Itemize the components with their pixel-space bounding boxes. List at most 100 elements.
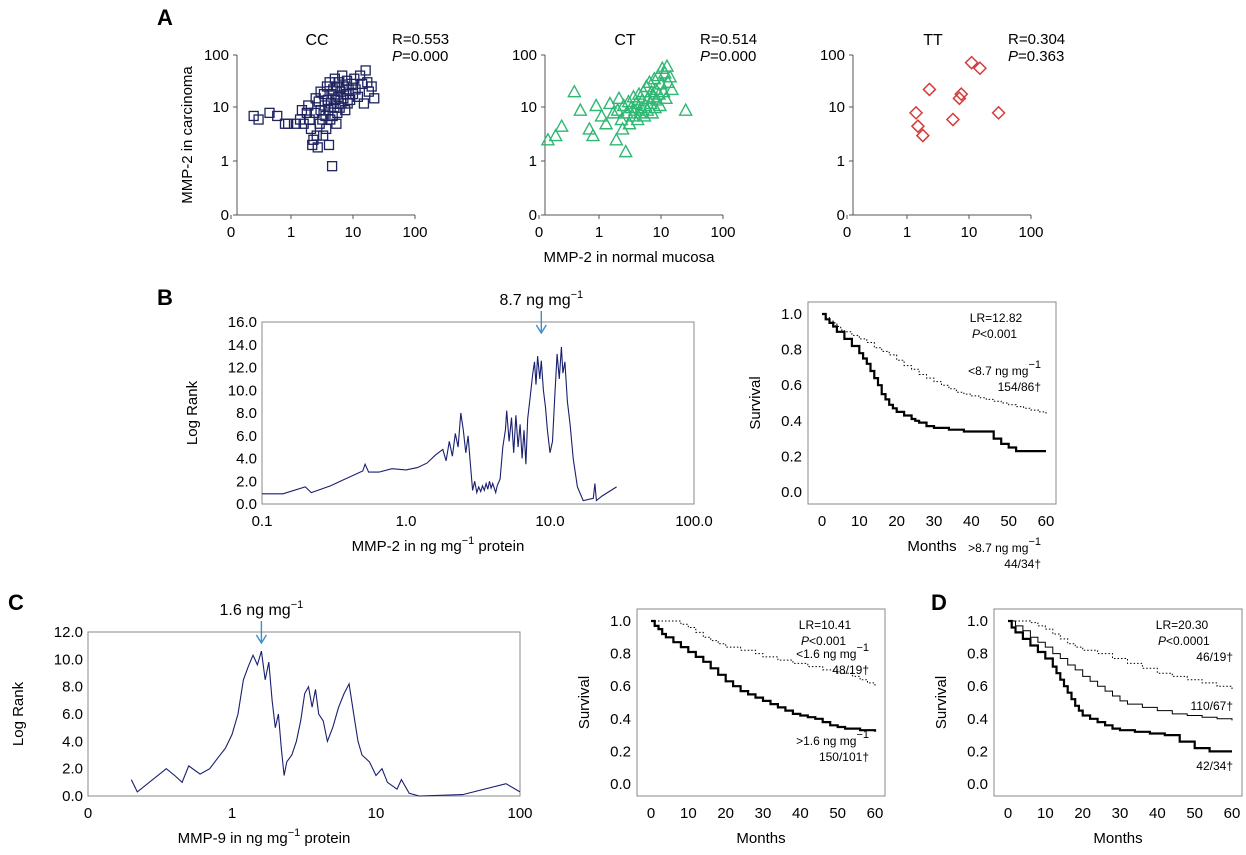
data-point: [326, 161, 338, 172]
y-tick-label: 1.0: [781, 306, 802, 323]
data-point: [303, 100, 314, 111]
y-axis-title: Survival: [933, 676, 950, 729]
scatter-title: CC: [305, 32, 328, 49]
data-point: [582, 121, 597, 135]
series-count: 46/19†: [1196, 650, 1233, 664]
x-tick-label: 100: [710, 224, 735, 241]
annotation-arrow-head: [255, 634, 267, 645]
data-point: [616, 98, 631, 112]
y-tick-label: 0.0: [62, 788, 83, 805]
y-tick-label: 100: [204, 47, 229, 64]
data-point: [609, 132, 624, 146]
data-point: [360, 65, 371, 76]
data-point: [910, 119, 925, 134]
y-tick-label: 2.0: [236, 473, 257, 490]
data-point: [321, 123, 332, 135]
data-point: [594, 108, 609, 122]
panel-letter-c: C: [8, 590, 24, 615]
data-point: [272, 110, 283, 122]
data-point: [644, 84, 659, 98]
data-point: [908, 105, 924, 120]
data-point: [630, 112, 645, 126]
y-tick-label: 14.0: [228, 337, 257, 354]
x-tick-label: 10: [1037, 805, 1054, 822]
y-tick-label: 10.0: [54, 651, 83, 668]
annotation-label: 8.7 ng mg−1: [499, 289, 583, 309]
y-tick-label: 0.8: [967, 646, 988, 663]
series-count: 150/101†: [819, 750, 869, 764]
y-axis-title: Log Rank: [10, 681, 27, 746]
stat-lr: LR=12.82: [970, 311, 1023, 325]
stat-lr: LR=10.41: [799, 618, 852, 632]
series-label: <8.7 ng mg−1: [968, 359, 1041, 378]
y-tick-label: 10: [828, 99, 845, 116]
y-tick-label: 12.0: [228, 360, 257, 377]
x-tick-label: 10.0: [535, 513, 564, 530]
annotation-arrow-head: [535, 324, 547, 335]
x-tick-label: 20: [888, 513, 905, 530]
series-label: <1.6 ng mg−1: [796, 642, 869, 661]
panel-letter-d: D: [931, 590, 947, 615]
x-axis-title: MMP-2 in ng mg−1 protein: [352, 535, 525, 555]
y-tick-label: 0.6: [781, 377, 802, 394]
data-point: [658, 90, 674, 105]
x-tick-label: 100: [1018, 224, 1043, 241]
series-count: 42/34†: [1196, 759, 1233, 773]
x-tick-label: 1: [903, 224, 911, 241]
stat-r: R=0.304: [1008, 31, 1065, 48]
data-point: [952, 91, 967, 106]
y-tick-label: 0: [221, 207, 229, 224]
x-tick-label: 60: [867, 805, 884, 822]
y-tick-label: 100: [512, 47, 537, 64]
y-axis-title: Log Rank: [184, 380, 201, 445]
survival-curve: [822, 312, 1046, 453]
data-point: [548, 128, 563, 142]
x-tick-label: 0: [535, 224, 543, 241]
y-tick-label: 0.2: [610, 743, 631, 760]
data-point: [331, 118, 342, 129]
survival-chart-c: 0.0 0.2 0.4 0.6 0.8 1.0 0 10 20 30 40 50 60 LR=10.41 P…: [576, 608, 886, 847]
x-tick-label: 10: [368, 805, 385, 822]
x-tick-label: 1: [228, 805, 236, 822]
series-label: >8.7 ng mg−1: [968, 536, 1041, 555]
data-point: [657, 65, 672, 79]
data-point: [659, 58, 675, 72]
survival-chart-d: 0.0 0.2 0.4 0.6 0.8 1.0 0 10 20 30 40 50 60 LR=20.30 P…: [933, 608, 1243, 847]
x-tick-label: 30: [926, 513, 943, 530]
survival-chart-b: 0.0 0.2 0.4 0.6 0.8 1.0 0 10 20 30 40 50 60 LR=12.82 P…: [747, 301, 1057, 571]
data-point: [369, 93, 380, 104]
data-point: [629, 96, 644, 110]
x-tick-label: 10: [345, 224, 362, 241]
data-point: [642, 74, 657, 88]
panel-letter-a: A: [157, 5, 173, 30]
x-tick-label: 40: [963, 513, 980, 530]
y-tick-label: 1.0: [967, 613, 988, 630]
x-tick-label: 20: [717, 805, 734, 822]
plot-frame: [636, 608, 886, 797]
y-tick-label: 0.4: [781, 413, 802, 430]
survival-curve: [651, 619, 877, 732]
data-point: [922, 82, 937, 97]
series-count: 44/34†: [1004, 557, 1041, 571]
x-tick-label: 60: [1224, 805, 1241, 822]
x-tick-label: 100.0: [675, 513, 713, 530]
scatter-title: CT: [614, 32, 636, 49]
stat-p: P<0.001: [801, 634, 846, 648]
data-point: [354, 70, 366, 81]
x-axis-title: Months: [1093, 830, 1142, 847]
x-tick-label: 40: [792, 805, 809, 822]
x-tick-label: 50: [829, 805, 846, 822]
y-tick-label: 0.6: [610, 678, 631, 695]
data-point: [598, 116, 614, 130]
data-point: [253, 114, 264, 125]
x-tick-label: 0: [647, 805, 655, 822]
x-tick-label: 1.0: [396, 513, 417, 530]
data-point: [647, 100, 663, 114]
y-tick-label: 0.4: [967, 711, 988, 728]
plot-frame: [87, 631, 521, 797]
x-tick-label: 0: [818, 513, 826, 530]
data-point: [611, 90, 627, 105]
x-axis-title: MMP-2 in normal mucosa: [544, 249, 716, 266]
x-tick-label: 100: [507, 805, 532, 822]
